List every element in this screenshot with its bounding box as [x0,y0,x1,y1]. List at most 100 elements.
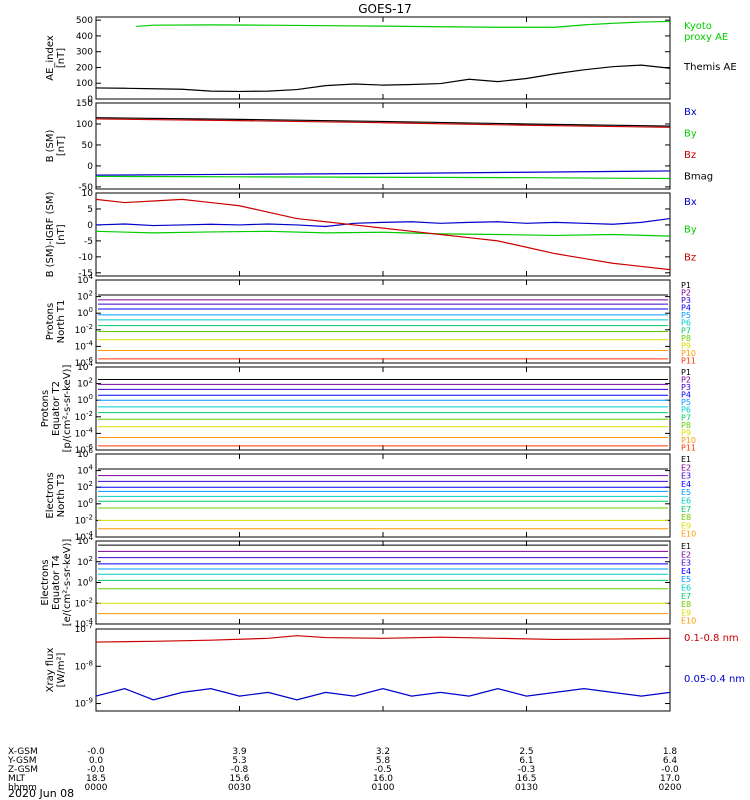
panel-bigrf: -15 -10 -5 0 5 10 B (SM)-IGRF (SM)[nT] Bx By Bz [45,189,697,279]
channel-label: E10 [681,530,696,539]
y-tick-label: 10-2 [75,513,93,526]
panel-bsm: -50 0 50 100 150 B (SM)[nT] Bx By Bz Bmag [45,99,713,193]
channel-label: E5 [681,575,691,584]
y-tick-label: 200 [76,63,93,73]
y-tick-label: 100 [77,393,93,406]
legend-entry: Bmag [684,172,713,183]
channel-label: P11 [681,443,696,452]
y-tick-label: 102 [77,555,93,568]
legend-entry: Kyoto proxy AE [684,21,728,43]
channel-label: P4 [681,391,691,400]
panel-frame [95,453,671,538]
panel-pequator: 10-6 10-4 10-2 100 102 104 ProtonsEquator T2[p… [40,360,696,456]
panel-frame [95,540,671,625]
y-tick-label: -50 [78,183,93,193]
channel-label: P9 [681,341,691,350]
y-tick-label: 500 [76,16,93,26]
channel-label: E4 [681,567,691,576]
channel-label: E2 [681,550,691,559]
series-0 [95,635,671,643]
y-tick-label: 10-2 [75,323,93,336]
channel-label: E3 [681,472,691,481]
channel-label: P11 [681,356,696,365]
channel-label: P7 [681,326,691,335]
y-tick-label: 106 [77,447,93,460]
channel-label: P2 [681,376,691,385]
ephemeris-value: -0.3 [518,765,536,775]
series-0 [136,20,671,28]
date-label: 2020 Jun 08 [8,787,74,800]
y-tick-label: 104 [77,464,93,477]
ephemeris-value: 1.8 [663,747,678,757]
channel-label: E7 [681,592,691,601]
y-tick-label: 104 [77,360,93,373]
y-tick-label: 50 [82,141,94,151]
channel-label: P1 [681,281,691,290]
y-tick-label: 300 [76,48,93,58]
ephemeris-value: -0.8 [231,765,249,775]
y-tick-label: 10-4 [75,617,94,630]
channel-label: E8 [681,600,691,609]
ephemeris-value: 0130 [515,783,538,793]
ephemeris-value: -0.0 [87,747,105,757]
series-0 [95,170,671,176]
legend-entry: 0.05-0.4 nm [684,674,745,685]
y-tick-label: 104 [77,273,93,286]
y-tick-label: 0 [87,221,93,231]
ephemeris-value: 0.0 [89,756,104,766]
y-axis-label: ElectronsNorth T3 [45,472,67,518]
y-tick-label: 100 [77,306,93,319]
panel-eequator: 10-4 10-2 100 102 104 ElectronsEquator T4[e/(… [40,534,696,630]
panel-frame [95,16,671,100]
channel-label: P6 [681,406,691,415]
legend-entry: Bz [684,252,696,263]
channel-label: P1 [681,368,691,377]
channel-label: P10 [681,436,696,445]
legend-entry: By [684,225,697,236]
y-tick-label: 5 [87,205,93,215]
ephemeris-value: 6.4 [663,756,678,766]
ephemeris-value: 0100 [372,783,395,793]
y-tick-label: 100 [77,497,93,510]
y-axis-label: B (SM)-IGRF (SM)[nT] [45,192,67,278]
channel-label: P2 [681,289,691,298]
series-1 [95,688,671,701]
y-axis-label: Xray flux[W/m²] [45,648,67,693]
channel-label: E8 [681,513,691,522]
ephemeris-value: 18.5 [86,774,106,784]
figure-title: GOES-17 [358,2,412,16]
y-tick-label: 102 [77,480,93,493]
ephemeris-value: 3.2 [376,747,390,757]
panel-xray: 10-9 10-8 10-7 Xray flux[W/m²] 0.1-0.8 nm 0.0… [45,622,745,712]
channel-label: E6 [681,497,691,506]
y-axis-label: ElectronsEquator T4[e/(cm²-s-sr-keV)] [40,539,73,627]
ephemeris-row-label: hhmm [8,783,37,793]
channel-label: E5 [681,488,691,497]
series-1 [95,64,671,93]
channel-label: E1 [681,542,691,551]
y-tick-label: 10 [82,189,94,199]
ephemeris-footer: X-GSMY-GSMZ-GSMMLThhmm-0.00.0-0.018.5000… [7,747,682,793]
y-tick-label: 102 [77,377,93,390]
channel-label: P5 [681,398,691,407]
legend-entry: Bz [684,150,696,161]
series-0 [95,217,671,228]
ephemeris-value: 15.6 [229,774,249,784]
series-2 [95,118,671,128]
y-tick-label: 0 [87,95,93,105]
ephemeris-row-label: Y-GSM [7,756,36,766]
y-tick-label: 100 [76,120,93,130]
y-tick-label: 104 [77,534,93,547]
series-2 [95,198,671,271]
channel-label: E1 [681,455,691,464]
y-axis-label: B (SM)[nT] [45,129,67,162]
y-tick-label: 10-7 [75,622,93,635]
channel-label: P3 [681,383,691,392]
channel-label: E6 [681,584,691,593]
channel-label: E3 [681,559,691,568]
channel-label: E7 [681,505,691,514]
y-axis-label: ProtonsNorth T1 [45,300,67,344]
